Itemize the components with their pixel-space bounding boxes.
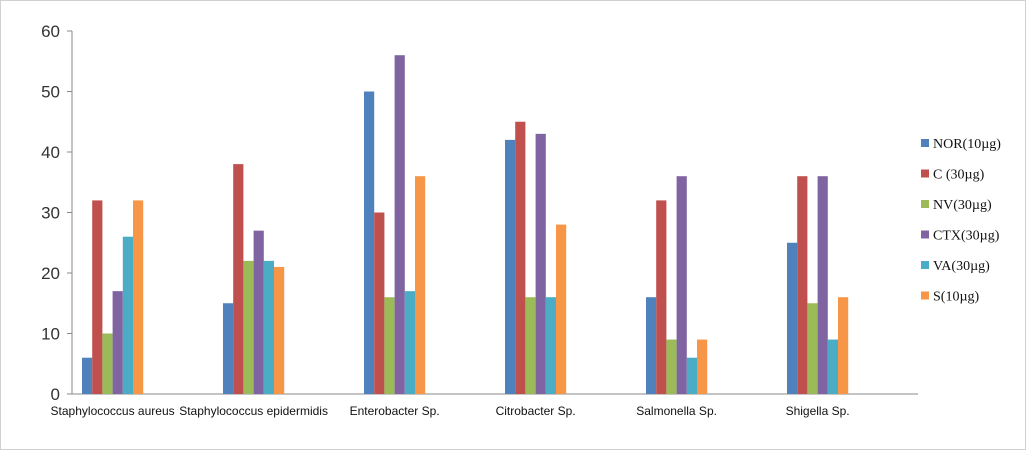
bar: [364, 91, 375, 394]
x-category-label: Staphylococcus aureus: [51, 404, 175, 418]
bar: [112, 291, 123, 394]
bar: [92, 200, 103, 394]
legend-label: VA(30µg): [933, 259, 990, 274]
bar: [797, 176, 808, 394]
y-tick-label: 20: [41, 264, 60, 283]
bar: [646, 297, 657, 394]
bar: [505, 139, 516, 394]
bar: [525, 297, 536, 394]
bar: [274, 266, 285, 394]
legend-label: CTX(30µg): [933, 229, 1000, 244]
y-tick-label: 60: [41, 22, 60, 41]
bar: [827, 339, 838, 394]
bar: [838, 297, 849, 394]
y-tick-label: 30: [41, 204, 60, 223]
bar: [545, 297, 556, 394]
bar: [787, 242, 798, 394]
bar: [666, 339, 677, 394]
bar: [415, 176, 426, 394]
bar: [686, 357, 697, 394]
legend-label: NOR(10µg): [933, 137, 1001, 152]
bar: [697, 339, 708, 394]
y-tick-label: 10: [41, 325, 60, 344]
legend-swatch: [921, 230, 929, 239]
bar: [102, 333, 113, 394]
bar: [676, 176, 687, 394]
y-tick-label: 50: [41, 83, 60, 102]
x-category-label: Shigella Sp.: [786, 404, 850, 418]
bar: [817, 176, 828, 394]
y-tick-label: 40: [41, 143, 60, 162]
bar: [223, 303, 234, 394]
bar: [263, 260, 274, 394]
x-category-label: Staphylococcus epidermidis: [179, 404, 328, 418]
bar: [82, 357, 93, 394]
bar: [515, 121, 526, 394]
bar: [374, 212, 385, 394]
legend-swatch: [921, 261, 929, 269]
bar: [384, 297, 395, 394]
legend-swatch: [921, 291, 929, 300]
x-category-label: Enterobacter Sp.: [350, 404, 440, 418]
y-tick-label: 0: [51, 385, 60, 404]
bar: [243, 260, 254, 394]
bar: [656, 200, 667, 394]
bar: [807, 303, 818, 394]
legend-swatch: [921, 169, 929, 178]
legend-label: C (30µg): [933, 168, 985, 183]
x-category-label: Salmonella Sp.: [636, 404, 717, 418]
legend-swatch: [921, 200, 929, 208]
bar: [535, 133, 546, 394]
x-category-label: Citrobacter Sp.: [496, 404, 576, 418]
bar: [253, 230, 264, 394]
bar: [556, 224, 567, 394]
bar: [394, 55, 405, 394]
legend-label: S(10µg): [933, 290, 980, 305]
bar: [404, 291, 415, 394]
bar: [133, 200, 144, 394]
legend-swatch: [921, 139, 929, 147]
bar: [233, 164, 244, 394]
bar: [122, 236, 133, 394]
legend-label: NV(30µg): [933, 198, 992, 213]
